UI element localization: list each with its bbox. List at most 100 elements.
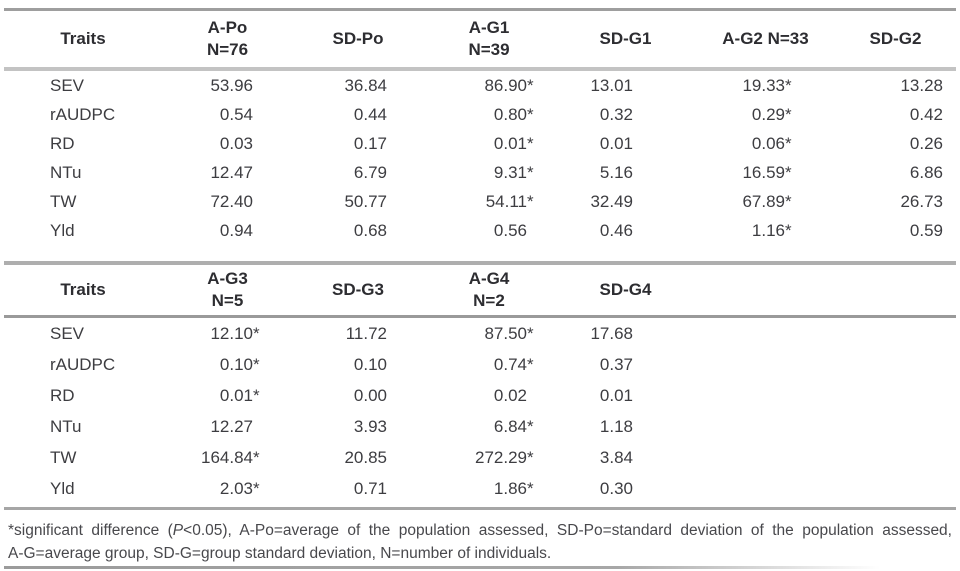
value-cell: 0.54 bbox=[162, 104, 293, 125]
value-number: 6.79 bbox=[353, 163, 387, 182]
column-header: SD-G1 bbox=[555, 28, 696, 50]
scan-edge-artifact bbox=[4, 566, 880, 569]
value-cell: 11.72 bbox=[293, 323, 423, 344]
value-number: 86.90 bbox=[484, 76, 527, 95]
value-number: 1.86 bbox=[493, 479, 527, 498]
horizontal-rule-under-upper-header bbox=[4, 67, 956, 71]
column-header-line: N=2 bbox=[473, 291, 505, 310]
value-number: 0.46 bbox=[599, 221, 633, 240]
column-header: SD-G4 bbox=[555, 279, 696, 301]
value-number: 0.29 bbox=[751, 105, 785, 124]
value-cell: 6.84 * bbox=[423, 416, 555, 437]
table-row: NTu 12.27 3.93 6.84 * 1.18 bbox=[4, 411, 956, 442]
value-number: 0.17 bbox=[353, 134, 387, 153]
value-number: 0.42 bbox=[909, 105, 943, 124]
value-number: 36.84 bbox=[344, 76, 387, 95]
value-cell: 0.80 * bbox=[423, 104, 555, 125]
value-number: 0.06 bbox=[751, 134, 785, 153]
value-cell: 1.16 * bbox=[696, 220, 835, 241]
column-header: A-Po N=76 bbox=[162, 17, 293, 61]
trait-label: SEV bbox=[50, 324, 85, 343]
horizontal-rule-bottom bbox=[4, 507, 956, 510]
value-cell: 0.01 * bbox=[162, 385, 293, 406]
value-cell: 1.18 bbox=[555, 416, 696, 437]
significance-asterisk: * bbox=[785, 134, 792, 153]
value-cell: 36.84 bbox=[293, 75, 423, 96]
upper-table-header: Traits A-Po N=76 SD-Po A-G1 N=39 SD-G1 A-G2 N=3… bbox=[4, 11, 956, 67]
column-header: A-G3 N=5 bbox=[162, 268, 293, 312]
header-row: Traits A-Po N=76 SD-Po A-G1 N=39 SD-G1 A-G2 N=3… bbox=[4, 11, 956, 67]
value-cell: 0.06 * bbox=[696, 133, 835, 154]
table-row: Yld 2.03 * 0.71 1.86 * 0.30 bbox=[4, 473, 956, 504]
value-cell: 5.16 bbox=[555, 162, 696, 183]
column-header-line: N=39 bbox=[468, 40, 510, 59]
column-header: A-G4 N=2 bbox=[423, 268, 555, 312]
column-header: SD-Po bbox=[293, 28, 423, 50]
value-number: 2.03 bbox=[219, 479, 253, 498]
column-header-line: SD-G4 bbox=[599, 280, 652, 299]
value-cell: 0.01 * bbox=[423, 133, 555, 154]
value-cell: 13.28 bbox=[835, 75, 956, 96]
value-cell: 0.74 * bbox=[423, 354, 555, 375]
value-number: 5.16 bbox=[599, 163, 633, 182]
value-cell: 12.10 * bbox=[162, 323, 293, 344]
value-number: 12.27 bbox=[210, 417, 253, 436]
trait-label: NTu bbox=[50, 417, 82, 436]
significance-asterisk: * bbox=[527, 105, 534, 124]
column-header-line: SD-G1 bbox=[599, 29, 652, 48]
value-cell: 9.31 * bbox=[423, 162, 555, 183]
value-number: 0.03 bbox=[219, 134, 253, 153]
value-cell: 0.42 bbox=[835, 104, 956, 125]
value-number: 0.00 bbox=[353, 386, 387, 405]
value-cell: 0.46 bbox=[555, 220, 696, 241]
value-cell: 86.90 * bbox=[423, 75, 555, 96]
trait-label: SEV bbox=[50, 76, 85, 95]
value-number: 0.54 bbox=[219, 105, 253, 124]
lower-table-header: Traits A-G3 N=5 SD-G3 A-G4 N=2 SD-G4 bbox=[4, 265, 956, 315]
footnote-text: <0.05), A-Po=average of the population a… bbox=[183, 522, 952, 539]
value-number: 272.29 bbox=[475, 448, 527, 467]
value-number: 0.68 bbox=[353, 221, 387, 240]
value-number: 0.01 bbox=[599, 386, 633, 405]
value-number: 12.47 bbox=[210, 163, 253, 182]
table-row: RD 0.01 * 0.00 0.02 0.01 bbox=[4, 380, 956, 411]
value-cell: 19.33 * bbox=[696, 75, 835, 96]
upper-table-body: SEV 53.96 36.84 86.90 * 13.01 19.33 * 13.28 rAUDP… bbox=[4, 71, 956, 261]
footnote: *significant difference (P<0.05), A-Po=a… bbox=[4, 519, 956, 565]
value-cell: 0.32 bbox=[555, 104, 696, 125]
value-cell: 0.01 bbox=[555, 385, 696, 406]
trait-label: Yld bbox=[50, 221, 75, 240]
value-cell: 0.17 bbox=[293, 133, 423, 154]
value-number: 0.37 bbox=[599, 355, 633, 374]
lower-table-body: SEV 12.10 * 11.72 87.50 * 17.68 rAUDPC 0.10 * 0.10… bbox=[4, 318, 956, 507]
significance-asterisk: * bbox=[253, 448, 260, 467]
value-number: 0.74 bbox=[493, 355, 527, 374]
value-cell: 12.27 bbox=[162, 416, 293, 437]
value-number: 0.10 bbox=[353, 355, 387, 374]
significance-asterisk: * bbox=[253, 355, 260, 374]
value-number: 1.16 bbox=[751, 221, 785, 240]
value-number: 0.71 bbox=[353, 479, 387, 498]
value-number: 32.49 bbox=[590, 192, 633, 211]
value-cell: 0.01 bbox=[555, 133, 696, 154]
horizontal-rule-under-lower-header bbox=[4, 315, 956, 318]
value-number: 0.01 bbox=[599, 134, 633, 153]
trait-label: Yld bbox=[50, 479, 75, 498]
value-cell: 0.59 bbox=[835, 220, 956, 241]
significance-asterisk: * bbox=[785, 192, 792, 211]
value-number: 6.84 bbox=[493, 417, 527, 436]
value-cell: 0.71 bbox=[293, 478, 423, 499]
trait-label: TW bbox=[50, 192, 77, 211]
column-header: SD-G3 bbox=[293, 279, 423, 301]
value-number: 26.73 bbox=[900, 192, 943, 211]
trait-label: RD bbox=[50, 386, 75, 405]
table-row: NTu 12.47 6.79 9.31 * 5.16 16.59 * 6.86 bbox=[4, 158, 956, 187]
value-number: 0.94 bbox=[219, 221, 253, 240]
value-cell: 53.96 bbox=[162, 75, 293, 96]
significance-asterisk: * bbox=[527, 355, 534, 374]
significance-asterisk: * bbox=[253, 479, 260, 498]
column-header: A-G2 N=33 bbox=[696, 28, 835, 50]
significance-asterisk: * bbox=[527, 417, 534, 436]
table-row: Yld 0.94 0.68 0.56 0.46 1.16 * 0.59 bbox=[4, 216, 956, 245]
value-cell: 0.94 bbox=[162, 220, 293, 241]
